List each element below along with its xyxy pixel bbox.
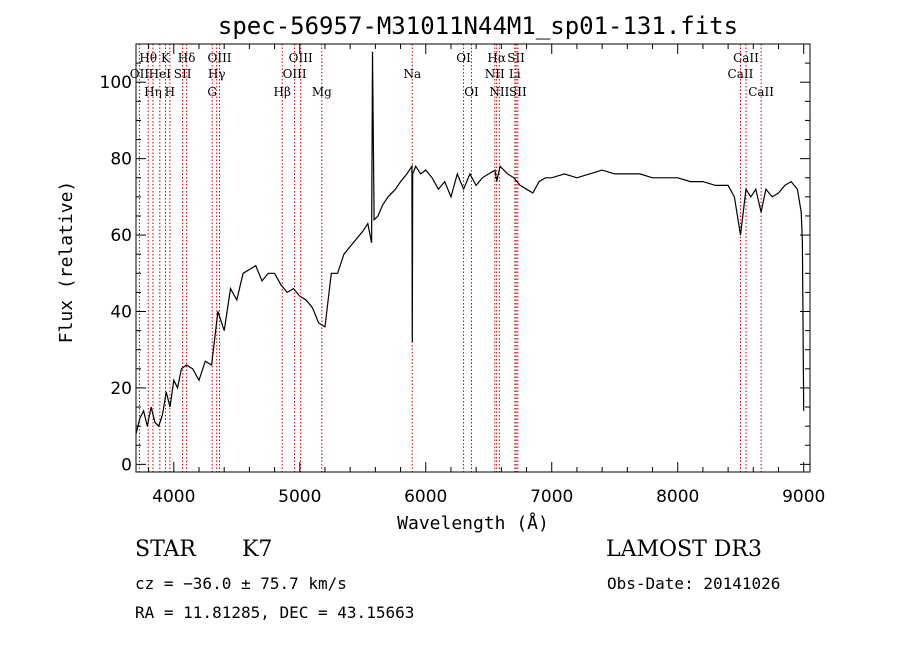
line-label-16: OI: [456, 51, 471, 65]
spectrum-series-line: [135, 51, 805, 434]
chart-title: spec-56957-M31011N44M1_sp01-131.fits: [218, 12, 738, 40]
x-tick-label: 5000: [278, 487, 321, 507]
line-label-18: NII: [485, 67, 505, 81]
line-label-23: SII: [509, 85, 527, 99]
y-tick-label: 80: [110, 150, 132, 170]
x-tick-label: 9000: [782, 487, 825, 507]
emission-line-markers: Hθ OII Hη K HeI H SII Hδ OIII Hγ G Hβ OIII OIII Mg Na OI…: [130, 44, 774, 472]
y-tick-label: 20: [110, 379, 132, 399]
line-label-3: K: [161, 51, 171, 65]
plot-frame: [135, 43, 811, 473]
line-label-14: Mg: [312, 85, 332, 99]
observation-date: Obs-Date: 20141026: [607, 574, 781, 593]
x-tick-label: 4000: [152, 487, 195, 507]
line-label-10: G: [207, 85, 217, 99]
y-tick-label: 0: [121, 455, 132, 475]
y-tick-label: 60: [110, 226, 132, 246]
x-axis-label: Wavelength (Å): [397, 512, 549, 534]
spectrum-chart: spec-56957-M31011N44M1_sp01-131.fits Hθ O…: [56, 12, 825, 534]
object-subclass: K7: [242, 537, 273, 562]
line-label-5: H: [165, 85, 175, 99]
line-label-7: Hδ: [178, 51, 196, 65]
line-label-8: OIII: [207, 51, 231, 65]
y-axis: 0 20 40 60 80 100: [100, 43, 810, 475]
line-label-19: Hα: [487, 51, 506, 65]
line-label-0: Hθ: [139, 51, 157, 65]
line-label-21: SII: [507, 51, 525, 65]
line-label-1: OII: [130, 67, 150, 81]
line-label-9: Hγ: [208, 67, 226, 81]
survey-name: LAMOST DR3: [606, 537, 762, 562]
line-label-11: Hβ: [274, 85, 291, 99]
line-label-24: CaII: [728, 67, 754, 81]
line-label-26: CaII: [748, 85, 774, 99]
line-label-25: CaII: [733, 51, 759, 65]
line-label-17: OI: [464, 85, 479, 99]
line-label-12: OIII: [283, 67, 307, 81]
y-tick-label: 100: [100, 73, 132, 93]
sky-coordinates: RA = 11.81285, DEC = 43.15663: [135, 603, 415, 622]
line-label-4: HeI: [149, 67, 172, 81]
line-label-20: NII: [489, 85, 509, 99]
y-tick-label: 40: [110, 303, 132, 323]
line-label-13: OIII: [289, 51, 313, 65]
x-tick-label: 7000: [530, 487, 573, 507]
line-label-22: Li: [509, 67, 521, 81]
line-label-15: Na: [403, 67, 421, 81]
y-axis-label: Flux (relative): [56, 181, 77, 344]
line-label-2: Hη: [144, 85, 162, 99]
line-label-6: SII: [174, 67, 192, 81]
x-tick-label: 6000: [404, 487, 447, 507]
x-axis: 4000 5000 6000 7000 8000 9000: [148, 44, 825, 507]
object-class: STAR: [135, 537, 196, 562]
redshift-velocity: cz = −36.0 ± 75.7 km/s: [135, 574, 347, 593]
x-tick-label: 8000: [656, 487, 699, 507]
